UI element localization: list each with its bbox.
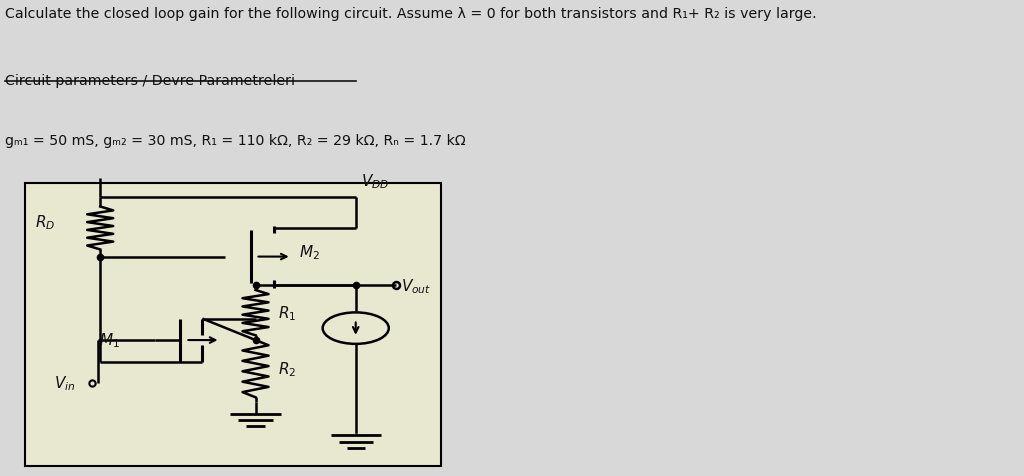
Text: gₘ₁ = 50 mS, gₘ₂ = 30 mS, R₁ = 110 kΩ, R₂ = 29 kΩ, Rₙ = 1.7 kΩ: gₘ₁ = 50 mS, gₘ₂ = 30 mS, R₁ = 110 kΩ, R… (5, 133, 466, 147)
Text: $R_1$: $R_1$ (278, 304, 296, 322)
Text: $V_{out}$: $V_{out}$ (400, 276, 431, 295)
Text: Calculate the closed loop gain for the following circuit. Assume λ = 0 for both : Calculate the closed loop gain for the f… (5, 7, 816, 21)
Text: $M_1$: $M_1$ (99, 331, 120, 350)
Text: $V_{DD}$: $V_{DD}$ (360, 172, 389, 190)
Text: $R_D$: $R_D$ (35, 213, 55, 232)
Text: Circuit parameters / Devre Parametreleri: Circuit parameters / Devre Parametreleri (5, 74, 295, 88)
Text: $M_2$: $M_2$ (299, 243, 319, 262)
Text: $R_2$: $R_2$ (278, 359, 296, 378)
Text: $V_{in}$: $V_{in}$ (53, 374, 75, 393)
Bar (25, 183, 441, 466)
